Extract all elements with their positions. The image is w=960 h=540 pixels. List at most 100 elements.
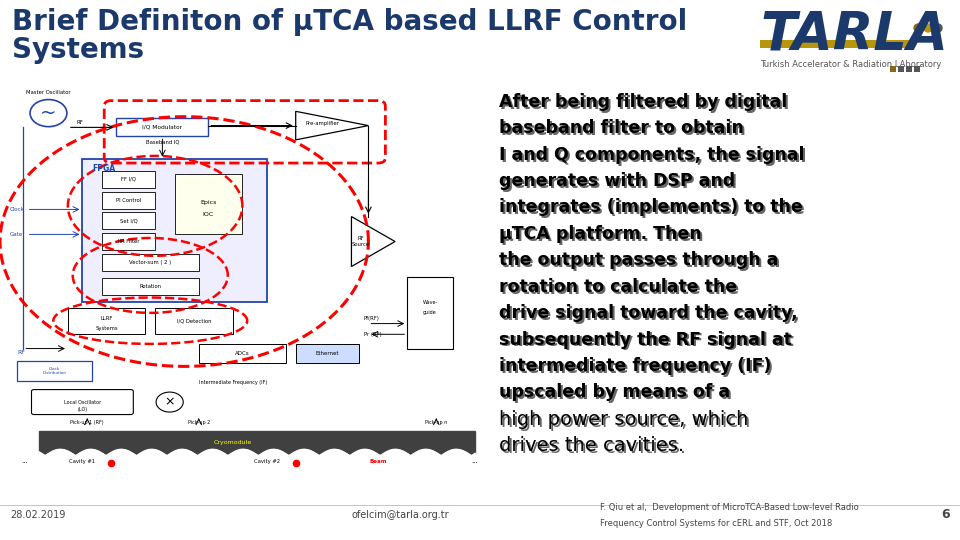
Text: baseband filter to obtain: baseband filter to obtain bbox=[499, 119, 744, 137]
Text: I and Q components, the signal: I and Q components, the signal bbox=[499, 146, 804, 164]
Text: After being filtered by digital: After being filtered by digital bbox=[501, 95, 790, 113]
Text: LLRF: LLRF bbox=[101, 316, 113, 321]
Text: Brief Definiton of μTCA based LLRF Control: Brief Definiton of μTCA based LLRF Contr… bbox=[12, 8, 687, 36]
Text: Pf(RF): Pf(RF) bbox=[364, 316, 379, 321]
Text: Wave-: Wave- bbox=[422, 300, 438, 305]
Text: I/Q Modulator: I/Q Modulator bbox=[142, 125, 182, 130]
Text: Pr (RF): Pr (RF) bbox=[364, 332, 381, 337]
Text: Cavity #2: Cavity #2 bbox=[253, 460, 279, 464]
Text: IIR Filter: IIR Filter bbox=[118, 239, 139, 244]
Text: Pick-up 2: Pick-up 2 bbox=[187, 420, 210, 425]
Text: F. Qiu et al,  Development of MicroTCA-Based Low-level Radio: F. Qiu et al, Development of MicroTCA-Ba… bbox=[600, 503, 859, 512]
FancyBboxPatch shape bbox=[102, 171, 156, 188]
Text: Frequency Control Systems for cERL and STF, Oct 2018: Frequency Control Systems for cERL and S… bbox=[600, 518, 832, 528]
Text: Clock
Distribution: Clock Distribution bbox=[42, 367, 66, 375]
Text: Systems: Systems bbox=[12, 36, 144, 64]
FancyBboxPatch shape bbox=[906, 66, 912, 72]
Text: Systems: Systems bbox=[95, 327, 118, 332]
Text: Ethernet: Ethernet bbox=[316, 351, 339, 356]
Text: high power source, which: high power source, which bbox=[501, 411, 751, 431]
Text: FPGA: FPGA bbox=[92, 164, 115, 173]
Text: Epics: Epics bbox=[201, 200, 217, 205]
FancyBboxPatch shape bbox=[890, 66, 896, 72]
Text: upscaled by means of a: upscaled by means of a bbox=[501, 386, 732, 403]
Polygon shape bbox=[351, 217, 396, 267]
Text: baseband filter to obtain: baseband filter to obtain bbox=[501, 121, 746, 139]
FancyBboxPatch shape bbox=[156, 308, 232, 334]
Text: the output passes through a: the output passes through a bbox=[501, 253, 780, 271]
Text: ADCs: ADCs bbox=[235, 351, 250, 356]
Text: Turkish Accelerator & Radiation LAboratory: Turkish Accelerator & Radiation LAborato… bbox=[760, 60, 942, 69]
Text: rotation to calculate the: rotation to calculate the bbox=[499, 278, 737, 296]
FancyBboxPatch shape bbox=[38, 430, 475, 454]
Text: high power source, which: high power source, which bbox=[499, 410, 749, 429]
FancyBboxPatch shape bbox=[32, 389, 133, 415]
Text: Cryomodule: Cryomodule bbox=[213, 440, 252, 444]
Text: ...: ... bbox=[471, 458, 478, 464]
Text: I/Q Detection: I/Q Detection bbox=[177, 318, 211, 323]
Text: RF: RF bbox=[77, 119, 84, 125]
Text: I and Q components, the signal: I and Q components, the signal bbox=[501, 147, 807, 166]
FancyBboxPatch shape bbox=[17, 361, 92, 381]
Text: After being filtered by digital: After being filtered by digital bbox=[499, 93, 787, 111]
Text: Local Oscillator: Local Oscillator bbox=[63, 400, 101, 404]
FancyBboxPatch shape bbox=[914, 66, 920, 72]
Text: 28.02.2019: 28.02.2019 bbox=[10, 510, 65, 520]
Text: μTCA platform. Then: μTCA platform. Then bbox=[501, 227, 704, 245]
Text: integrates (implements) to the: integrates (implements) to the bbox=[501, 200, 805, 219]
Text: guide: guide bbox=[423, 310, 437, 315]
Text: rotation to calculate the: rotation to calculate the bbox=[501, 280, 739, 298]
Text: intermediate frequency (IF): intermediate frequency (IF) bbox=[501, 359, 774, 377]
Text: Vector-sum ( 2 ): Vector-sum ( 2 ) bbox=[130, 260, 172, 265]
Text: the output passes through a: the output passes through a bbox=[499, 251, 779, 269]
Polygon shape bbox=[296, 111, 369, 140]
Text: drives the cavities.: drives the cavities. bbox=[499, 436, 684, 455]
Text: (LO): (LO) bbox=[78, 407, 87, 413]
Text: intermediate frequency (IF): intermediate frequency (IF) bbox=[499, 357, 772, 375]
FancyBboxPatch shape bbox=[102, 254, 199, 271]
Text: ~: ~ bbox=[40, 104, 57, 123]
Text: Beam: Beam bbox=[370, 460, 387, 464]
Text: Cavity #1: Cavity #1 bbox=[69, 460, 95, 464]
FancyBboxPatch shape bbox=[116, 118, 208, 136]
Text: Gate: Gate bbox=[10, 232, 23, 237]
FancyBboxPatch shape bbox=[68, 308, 145, 334]
FancyBboxPatch shape bbox=[102, 278, 199, 295]
Text: IOC: IOC bbox=[203, 212, 214, 217]
Text: drives the cavities.: drives the cavities. bbox=[501, 438, 686, 457]
Text: μTCA platform. Then: μTCA platform. Then bbox=[499, 225, 702, 243]
Text: subsequently the RF signal at: subsequently the RF signal at bbox=[499, 330, 792, 348]
Text: TARLA: TARLA bbox=[760, 8, 948, 60]
Text: Rotation: Rotation bbox=[139, 284, 161, 289]
Text: FF I/Q: FF I/Q bbox=[121, 177, 136, 182]
Circle shape bbox=[914, 24, 922, 32]
Text: RF
Source: RF Source bbox=[352, 236, 371, 247]
FancyBboxPatch shape bbox=[102, 233, 156, 250]
FancyBboxPatch shape bbox=[83, 159, 267, 302]
Text: Pick-up n: Pick-up n bbox=[425, 420, 447, 425]
Text: 6: 6 bbox=[942, 509, 950, 522]
Text: Master Oscillator: Master Oscillator bbox=[26, 90, 71, 95]
Circle shape bbox=[924, 24, 932, 32]
Text: integrates (implements) to the: integrates (implements) to the bbox=[499, 199, 803, 217]
Text: subsequently the RF signal at: subsequently the RF signal at bbox=[501, 333, 794, 350]
Text: ×: × bbox=[164, 396, 175, 409]
FancyBboxPatch shape bbox=[175, 174, 242, 234]
FancyBboxPatch shape bbox=[760, 40, 915, 48]
FancyBboxPatch shape bbox=[199, 345, 286, 363]
Text: generates with DSP and: generates with DSP and bbox=[501, 174, 737, 192]
FancyBboxPatch shape bbox=[898, 66, 904, 72]
Text: drive signal toward the cavity,: drive signal toward the cavity, bbox=[501, 306, 800, 324]
Circle shape bbox=[934, 24, 942, 32]
FancyBboxPatch shape bbox=[407, 277, 453, 348]
Text: upscaled by means of a: upscaled by means of a bbox=[499, 383, 731, 401]
Text: Clock: Clock bbox=[10, 207, 25, 212]
Text: Baseband IQ: Baseband IQ bbox=[146, 140, 180, 145]
Text: Pre-amplifier: Pre-amplifier bbox=[305, 120, 340, 126]
Text: ...: ... bbox=[21, 458, 28, 464]
Text: generates with DSP and: generates with DSP and bbox=[499, 172, 735, 190]
Text: RF: RF bbox=[17, 349, 25, 355]
Text: Set I/Q: Set I/Q bbox=[120, 218, 137, 224]
FancyBboxPatch shape bbox=[102, 192, 156, 209]
Text: PI Control: PI Control bbox=[116, 198, 141, 202]
